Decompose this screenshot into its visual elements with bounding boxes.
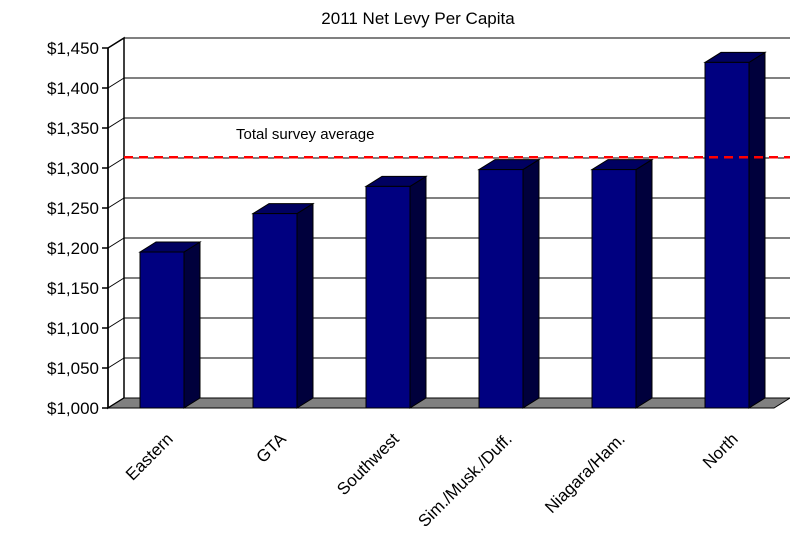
plot-walls: [106, 36, 790, 410]
floor: [106, 397, 790, 409]
y-axis-ticks: $1,000 $1,050 $1,100 $1,150 $1,200 $1,250 $1,3…: [47, 39, 109, 418]
y-tick-label: $1,200: [47, 239, 99, 258]
x-tick-label: Sim./Musk./Duff.: [414, 429, 515, 530]
bar-side: [296, 202, 314, 409]
x-tick-label: Southwest: [333, 429, 403, 499]
y-tick-label: $1,000: [47, 399, 99, 418]
bar: [364, 175, 428, 409]
back-wall: [124, 38, 790, 398]
y-tick-label: $1,150: [47, 279, 99, 298]
y-tick-label: $1,100: [47, 319, 99, 338]
bar-side: [635, 158, 653, 409]
x-tick-label: North: [699, 429, 742, 472]
reference-line-group: Total survey average: [124, 126, 790, 159]
x-axis-labels: Eastern GTA Southwest Sim./Musk./Duff. Niaga…: [122, 429, 742, 531]
x-tick-label: Eastern: [122, 429, 177, 484]
gridline-side: [107, 357, 125, 369]
bar: [138, 241, 202, 409]
gridline-side: [107, 197, 125, 209]
x-tick-label: GTA: [253, 429, 291, 467]
y-tick-label: $1,250: [47, 199, 99, 218]
gridline-side: [107, 37, 125, 49]
bar: [703, 51, 767, 409]
y-tick-label: $1,300: [47, 159, 99, 178]
bar-front: [252, 213, 298, 409]
chart-title: 2011 Net Levy Per Capita: [321, 9, 515, 28]
y-tick-label: $1,350: [47, 119, 99, 138]
x-tick-label: Niagara/Ham.: [541, 429, 629, 517]
bar-side: [409, 175, 427, 409]
gridline-side: [107, 317, 125, 329]
gridline-side: [107, 157, 125, 169]
bar: [477, 158, 541, 409]
bar-front: [365, 185, 411, 409]
reference-line-label: Total survey average: [236, 126, 374, 143]
gridline-side: [107, 237, 125, 249]
y-tick-label: $1,050: [47, 359, 99, 378]
bar-front: [591, 169, 637, 409]
gridline-side: [107, 277, 125, 289]
bar: [590, 158, 654, 409]
gridline-side: [107, 77, 125, 89]
gridline-side: [107, 397, 125, 409]
y-tick-label: $1,400: [47, 79, 99, 98]
side-wall: [107, 36, 125, 410]
bar: [251, 202, 315, 409]
y-tick-label: $1,450: [47, 39, 99, 58]
bar-front: [139, 251, 185, 409]
bar-front: [704, 61, 750, 409]
bar-side: [522, 158, 540, 409]
bars: [138, 51, 767, 409]
bar-side: [183, 241, 201, 409]
gridline-side: [107, 117, 125, 129]
bar-front: [478, 169, 524, 409]
bar-side: [748, 51, 766, 409]
